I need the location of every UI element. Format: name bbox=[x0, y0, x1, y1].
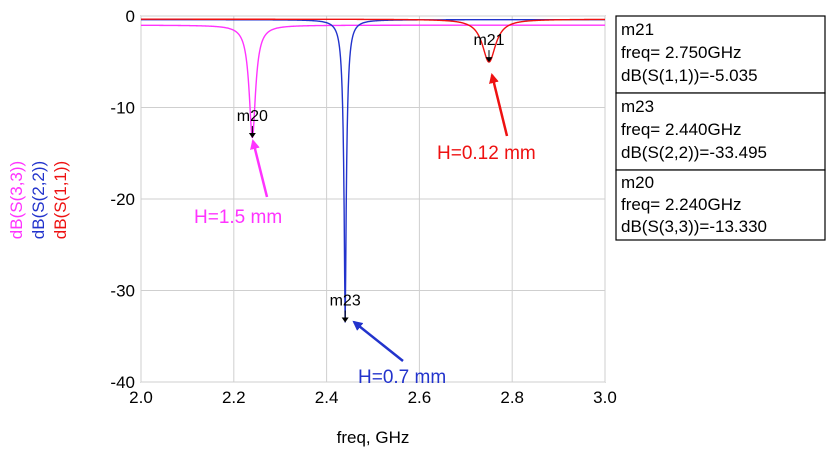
series-line bbox=[141, 18, 606, 63]
marker-point bbox=[341, 317, 349, 323]
y-axis-title-s22: dB(S(2,2)) bbox=[29, 161, 48, 239]
grid bbox=[140, 15, 606, 383]
y-tick-label: -10 bbox=[110, 99, 135, 118]
x-tick-label: 2.2 bbox=[222, 388, 246, 407]
x-tick-labels: 2.0 2.2 2.4 2.6 2.8 3.0 bbox=[129, 388, 617, 407]
readout-name: m23 bbox=[621, 97, 654, 116]
x-axis-title: freq, GHz bbox=[337, 428, 410, 447]
x-tick-label: 2.0 bbox=[129, 388, 153, 407]
marker-pointers bbox=[248, 50, 493, 323]
readout-value: dB(S(3,3))=-13.330 bbox=[621, 217, 767, 236]
x-tick-label: 2.4 bbox=[315, 388, 339, 407]
marker-label-m23: m23 bbox=[330, 292, 361, 309]
y-tick-label: -40 bbox=[110, 373, 135, 392]
marker-point bbox=[248, 132, 256, 138]
marker-label-m21: m21 bbox=[473, 32, 504, 49]
marker-readout-table: m21 freq= 2.750GHz dB(S(1,1))=-5.035 m23… bbox=[615, 15, 826, 241]
annotation-arrow-h07 bbox=[352, 320, 404, 362]
series-line bbox=[141, 24, 605, 139]
readout-freq: freq= 2.240GHz bbox=[621, 195, 742, 214]
readout-box-m21 bbox=[615, 15, 826, 94]
x-tick-label: 2.8 bbox=[500, 388, 524, 407]
readout-freq: freq= 2.750GHz bbox=[621, 43, 742, 62]
annotation-h15: H=1.5 mm bbox=[194, 207, 282, 228]
y-tick-labels: 0 -10 -20 -30 -40 bbox=[110, 7, 135, 392]
y-tick-label: -30 bbox=[110, 282, 135, 301]
series-layer bbox=[141, 18, 606, 323]
readout-value: dB(S(2,2))=-33.495 bbox=[621, 143, 767, 162]
annotation-h07: H=0.7 mm bbox=[358, 367, 446, 388]
annotation-arrow-h15 bbox=[250, 139, 269, 198]
readout-freq: freq= 2.440GHz bbox=[621, 120, 742, 139]
y-tick-label: 0 bbox=[126, 7, 135, 26]
y-tick-label: -20 bbox=[110, 190, 135, 209]
readout-box-m20 bbox=[615, 169, 826, 241]
x-tick-label: 2.6 bbox=[408, 388, 432, 407]
annotation-h012: H=0.12 mm bbox=[437, 143, 536, 164]
readout-name: m20 bbox=[621, 173, 654, 192]
x-tick-label: 3.0 bbox=[593, 388, 617, 407]
readout-value: dB(S(1,1))=-5.035 bbox=[621, 66, 758, 85]
annotation-arrow-h012 bbox=[489, 73, 509, 137]
readout-name: m21 bbox=[621, 20, 654, 39]
readout-box-m23 bbox=[615, 92, 826, 171]
marker-point bbox=[485, 57, 493, 63]
y-axis-title-s33: dB(S(3,3)) bbox=[7, 161, 26, 239]
y-axis-title-s11: dB(S(1,1)) bbox=[51, 161, 70, 239]
marker-label-m20: m20 bbox=[237, 108, 268, 125]
